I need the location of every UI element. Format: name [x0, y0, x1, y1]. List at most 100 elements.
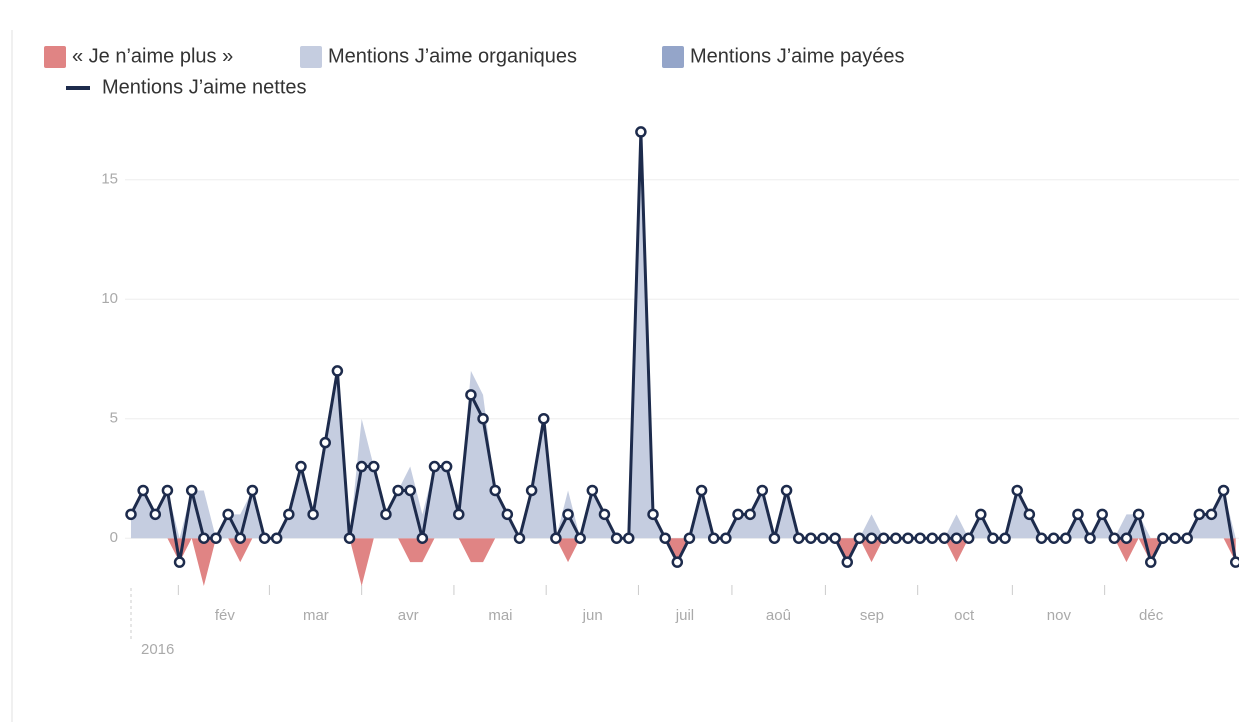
point	[1217, 484, 1230, 497]
point	[258, 532, 271, 544]
legend-label: Mentions J’aime organiques	[328, 45, 577, 67]
point	[914, 532, 926, 544]
point	[865, 532, 878, 544]
point	[392, 484, 404, 497]
point	[125, 508, 137, 521]
point	[975, 508, 987, 521]
point	[295, 460, 307, 473]
point	[465, 389, 477, 401]
point	[525, 484, 538, 497]
point	[586, 484, 599, 497]
point	[428, 460, 441, 473]
point	[598, 508, 611, 521]
point	[355, 460, 368, 473]
point	[1047, 532, 1060, 544]
point	[416, 532, 429, 544]
point	[938, 532, 951, 544]
legend-label: Mentions J’aime payées	[690, 45, 905, 67]
point	[1011, 484, 1023, 497]
point	[283, 508, 295, 521]
point	[477, 412, 489, 425]
point	[671, 556, 684, 568]
x-tick-label: aoû	[766, 607, 791, 624]
point	[319, 436, 331, 449]
point	[622, 532, 635, 544]
point	[246, 484, 259, 497]
point	[841, 556, 854, 568]
point	[538, 412, 550, 425]
point	[404, 484, 416, 497]
point	[659, 532, 671, 544]
point	[343, 532, 356, 544]
point	[149, 508, 162, 521]
point	[440, 460, 453, 473]
x-tick-label: avr	[398, 607, 419, 624]
point	[562, 508, 574, 521]
point	[962, 532, 975, 544]
point	[1035, 532, 1048, 544]
area	[131, 538, 1236, 587]
point	[1205, 508, 1218, 521]
point	[331, 365, 344, 377]
point	[792, 532, 805, 544]
point	[1181, 532, 1193, 544]
point	[307, 508, 319, 521]
x-tick-label: jun	[582, 607, 603, 624]
point	[185, 484, 198, 497]
point	[234, 532, 247, 544]
legend-label: Mentions J’aime nettes	[102, 76, 307, 98]
x-tick-label: mar	[303, 607, 329, 624]
point	[1169, 532, 1181, 544]
point	[270, 532, 283, 544]
legend-line	[66, 86, 90, 90]
x-tick-label: juil	[675, 607, 694, 624]
point	[695, 484, 708, 497]
point	[1145, 556, 1157, 568]
point	[1072, 508, 1084, 521]
point	[1193, 508, 1206, 521]
point	[780, 484, 793, 497]
point	[950, 532, 963, 544]
point	[1229, 556, 1239, 568]
point	[732, 508, 744, 521]
y-tick-label: 0	[110, 529, 118, 546]
point	[999, 532, 1011, 544]
point	[890, 532, 902, 544]
point	[720, 532, 732, 544]
legend-swatch	[300, 46, 322, 68]
x-year-label: 2016	[141, 641, 174, 658]
point	[489, 484, 501, 497]
point	[817, 532, 829, 544]
point	[829, 532, 841, 544]
point	[744, 508, 756, 521]
point	[987, 532, 999, 544]
point	[902, 532, 914, 544]
x-tick-label: sep	[860, 607, 884, 624]
x-tick-label: déc	[1139, 607, 1164, 624]
point	[707, 532, 720, 544]
legend-label: « Je n’aime plus »	[72, 45, 233, 67]
point	[1108, 532, 1121, 544]
point	[173, 556, 186, 568]
point	[683, 532, 696, 544]
x-tick-label: oct	[954, 607, 975, 624]
point	[1096, 508, 1108, 521]
point	[453, 508, 465, 521]
point	[1023, 508, 1036, 521]
point	[768, 532, 781, 544]
legend-swatch	[662, 46, 684, 68]
point	[210, 532, 222, 544]
x-tick-label: fév	[215, 607, 236, 624]
point	[610, 532, 623, 544]
point	[1060, 532, 1072, 544]
point	[647, 508, 659, 521]
point	[1157, 532, 1169, 544]
point	[501, 508, 514, 521]
point	[756, 484, 769, 497]
point	[805, 532, 817, 544]
x-tick-label: nov	[1047, 607, 1072, 624]
y-tick-label: 5	[110, 410, 118, 427]
x-tick-label: mai	[488, 607, 512, 624]
point	[137, 484, 149, 497]
